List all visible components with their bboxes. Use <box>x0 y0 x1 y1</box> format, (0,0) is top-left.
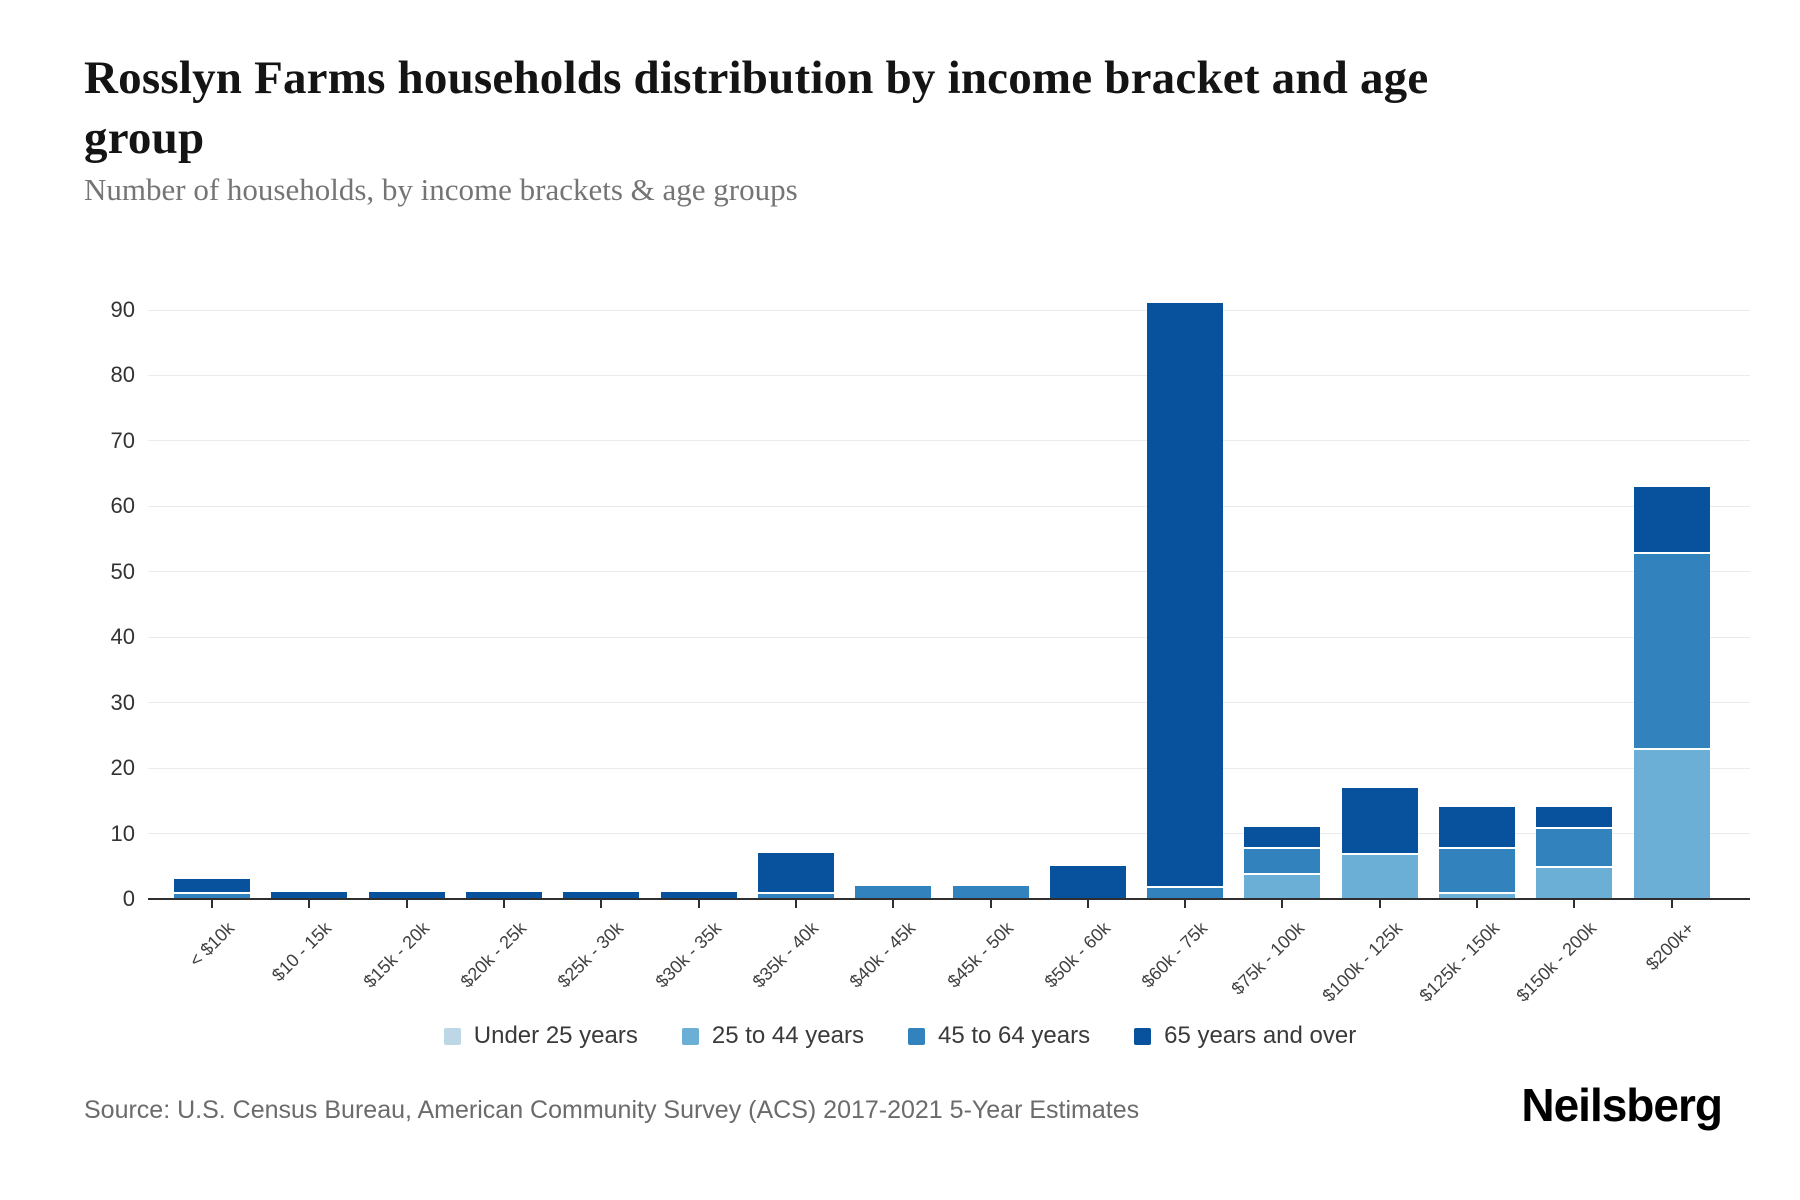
bar-segment <box>1536 827 1613 867</box>
x-axis-tick-label: $20k - 25k <box>456 918 531 992</box>
legend-label: Under 25 years <box>473 1022 638 1049</box>
x-axis-line <box>148 898 1750 900</box>
bar-segment <box>757 892 834 899</box>
x-axis-tick-label: $150k - 200k <box>1512 918 1601 1006</box>
x-axis-tick-label: $75k - 100k <box>1227 918 1309 999</box>
x-axis-tick-mark <box>1184 900 1187 908</box>
y-axis-tick-label: 10 <box>110 820 135 846</box>
bar-segment <box>1049 866 1126 899</box>
bar-segment <box>1244 872 1321 899</box>
x-axis-tick-mark <box>1573 900 1576 908</box>
gridline-y30 <box>148 702 1750 704</box>
gridline-y20 <box>148 767 1750 769</box>
legend-item[interactable]: 45 to 64 years <box>907 1022 1091 1050</box>
y-axis-tick-label: 20 <box>110 755 135 781</box>
bar-segment <box>1536 807 1613 827</box>
x-axis-tick-mark <box>1086 900 1089 908</box>
x-axis-tick-label: $125k - 150k <box>1415 918 1504 1006</box>
x-axis-tick-label: $35k - 40k <box>748 918 823 992</box>
x-axis-tick-label: $60k - 75k <box>1137 918 1212 992</box>
bar-segment <box>1536 866 1613 899</box>
bar-segment <box>1633 748 1710 899</box>
x-axis-tick-label: $30k - 35k <box>651 918 725 992</box>
y-axis-tick-label: 50 <box>110 558 135 584</box>
bar-segment <box>174 879 251 893</box>
bar-segment <box>1633 552 1710 749</box>
legend-swatch-icon <box>681 1027 699 1045</box>
x-axis-tick-mark <box>989 900 992 908</box>
x-axis-tick-mark <box>794 900 797 908</box>
bar-segment <box>174 892 251 899</box>
legend-label: 25 to 44 years <box>711 1022 864 1049</box>
bar-segment <box>563 892 640 899</box>
x-axis-tick-label: $45k - 50k <box>943 918 1017 992</box>
bar-segment <box>1341 787 1418 854</box>
x-axis-tick-label: $100k - 125k <box>1318 918 1406 1006</box>
x-axis-tick-label: $200k+ <box>1641 918 1698 975</box>
legend: Under 25 years 25 to 44 years 45 to 64 yea… <box>0 1022 1800 1050</box>
x-axis-tick-mark <box>892 900 895 908</box>
x-axis-tick-mark <box>503 900 506 908</box>
bar-segment <box>1439 807 1516 847</box>
bar-segment <box>271 892 348 899</box>
x-axis-tick-mark <box>1378 900 1381 908</box>
x-axis-tick-mark <box>1476 900 1479 908</box>
legend-label: 65 years and over <box>1164 1022 1357 1049</box>
bar-segment <box>1341 853 1418 899</box>
bar-segment <box>660 892 737 899</box>
gridline-y90 <box>148 309 1750 311</box>
x-axis-tick-label: $25k - 30k <box>553 918 628 992</box>
bar-segment <box>757 853 834 893</box>
x-axis-tick-label: $15k - 20k <box>359 918 433 992</box>
legend-swatch-icon <box>1134 1027 1152 1045</box>
x-axis-tick-mark <box>211 900 214 908</box>
x-axis-tick-label: < $10k <box>185 918 239 971</box>
legend-item[interactable]: 65 years and over <box>1134 1022 1356 1050</box>
gridline-y40 <box>148 636 1750 638</box>
x-axis-tick-label: $50k - 60k <box>1040 918 1114 992</box>
legend-item[interactable]: Under 25 years <box>443 1022 638 1050</box>
neilsberg-logo: Neilsberg <box>1521 1079 1723 1131</box>
bar-segment <box>1244 827 1321 847</box>
x-axis-tick-mark <box>405 900 408 908</box>
chart-subtitle: Number of households, by income brackets… <box>84 172 798 207</box>
y-axis-tick-label: 90 <box>110 297 135 322</box>
bar-segment <box>1439 846 1516 893</box>
bar-segment <box>1633 486 1710 553</box>
x-axis-tick-label: $40k - 45k <box>845 918 920 992</box>
gridline-y70 <box>148 440 1750 442</box>
bar-segment <box>1439 892 1516 899</box>
bar-segment <box>1147 885 1224 899</box>
x-axis-tick-label: $10 - 15k <box>268 918 336 986</box>
gridline-y10 <box>148 833 1750 835</box>
y-axis-tick-label: 30 <box>110 689 135 715</box>
bar-segment <box>855 885 932 899</box>
chart-title: Rosslyn Farms households distribution by… <box>84 52 1429 165</box>
y-axis-tick-label: 70 <box>110 427 135 453</box>
gridline-y50 <box>148 571 1750 573</box>
gridline-y60 <box>148 505 1750 507</box>
x-axis-tick-mark <box>697 900 700 908</box>
y-axis-tick-label: 0 <box>122 886 135 911</box>
bar-segment <box>1244 846 1321 873</box>
bar-segment <box>368 892 445 899</box>
x-axis-tick-mark <box>1670 900 1673 908</box>
x-axis-tick-mark <box>1281 900 1284 908</box>
gridline-y80 <box>148 374 1750 376</box>
y-axis-tick-label: 40 <box>110 624 135 650</box>
bar-segment <box>466 892 543 899</box>
legend-swatch-icon <box>443 1027 461 1045</box>
x-axis-tick-mark <box>600 900 603 908</box>
legend-label: 45 to 64 years <box>937 1022 1091 1049</box>
legend-item[interactable]: 25 to 44 years <box>681 1022 864 1050</box>
bar-segment <box>952 885 1029 899</box>
source-attribution: Source: U.S. Census Bureau, American Com… <box>84 1096 1140 1124</box>
x-axis-tick-mark <box>308 900 311 908</box>
legend-swatch-icon <box>907 1027 925 1045</box>
bar-segment <box>1147 303 1224 886</box>
y-axis-tick-label: 60 <box>110 493 135 519</box>
y-axis-tick-label: 80 <box>110 362 135 388</box>
